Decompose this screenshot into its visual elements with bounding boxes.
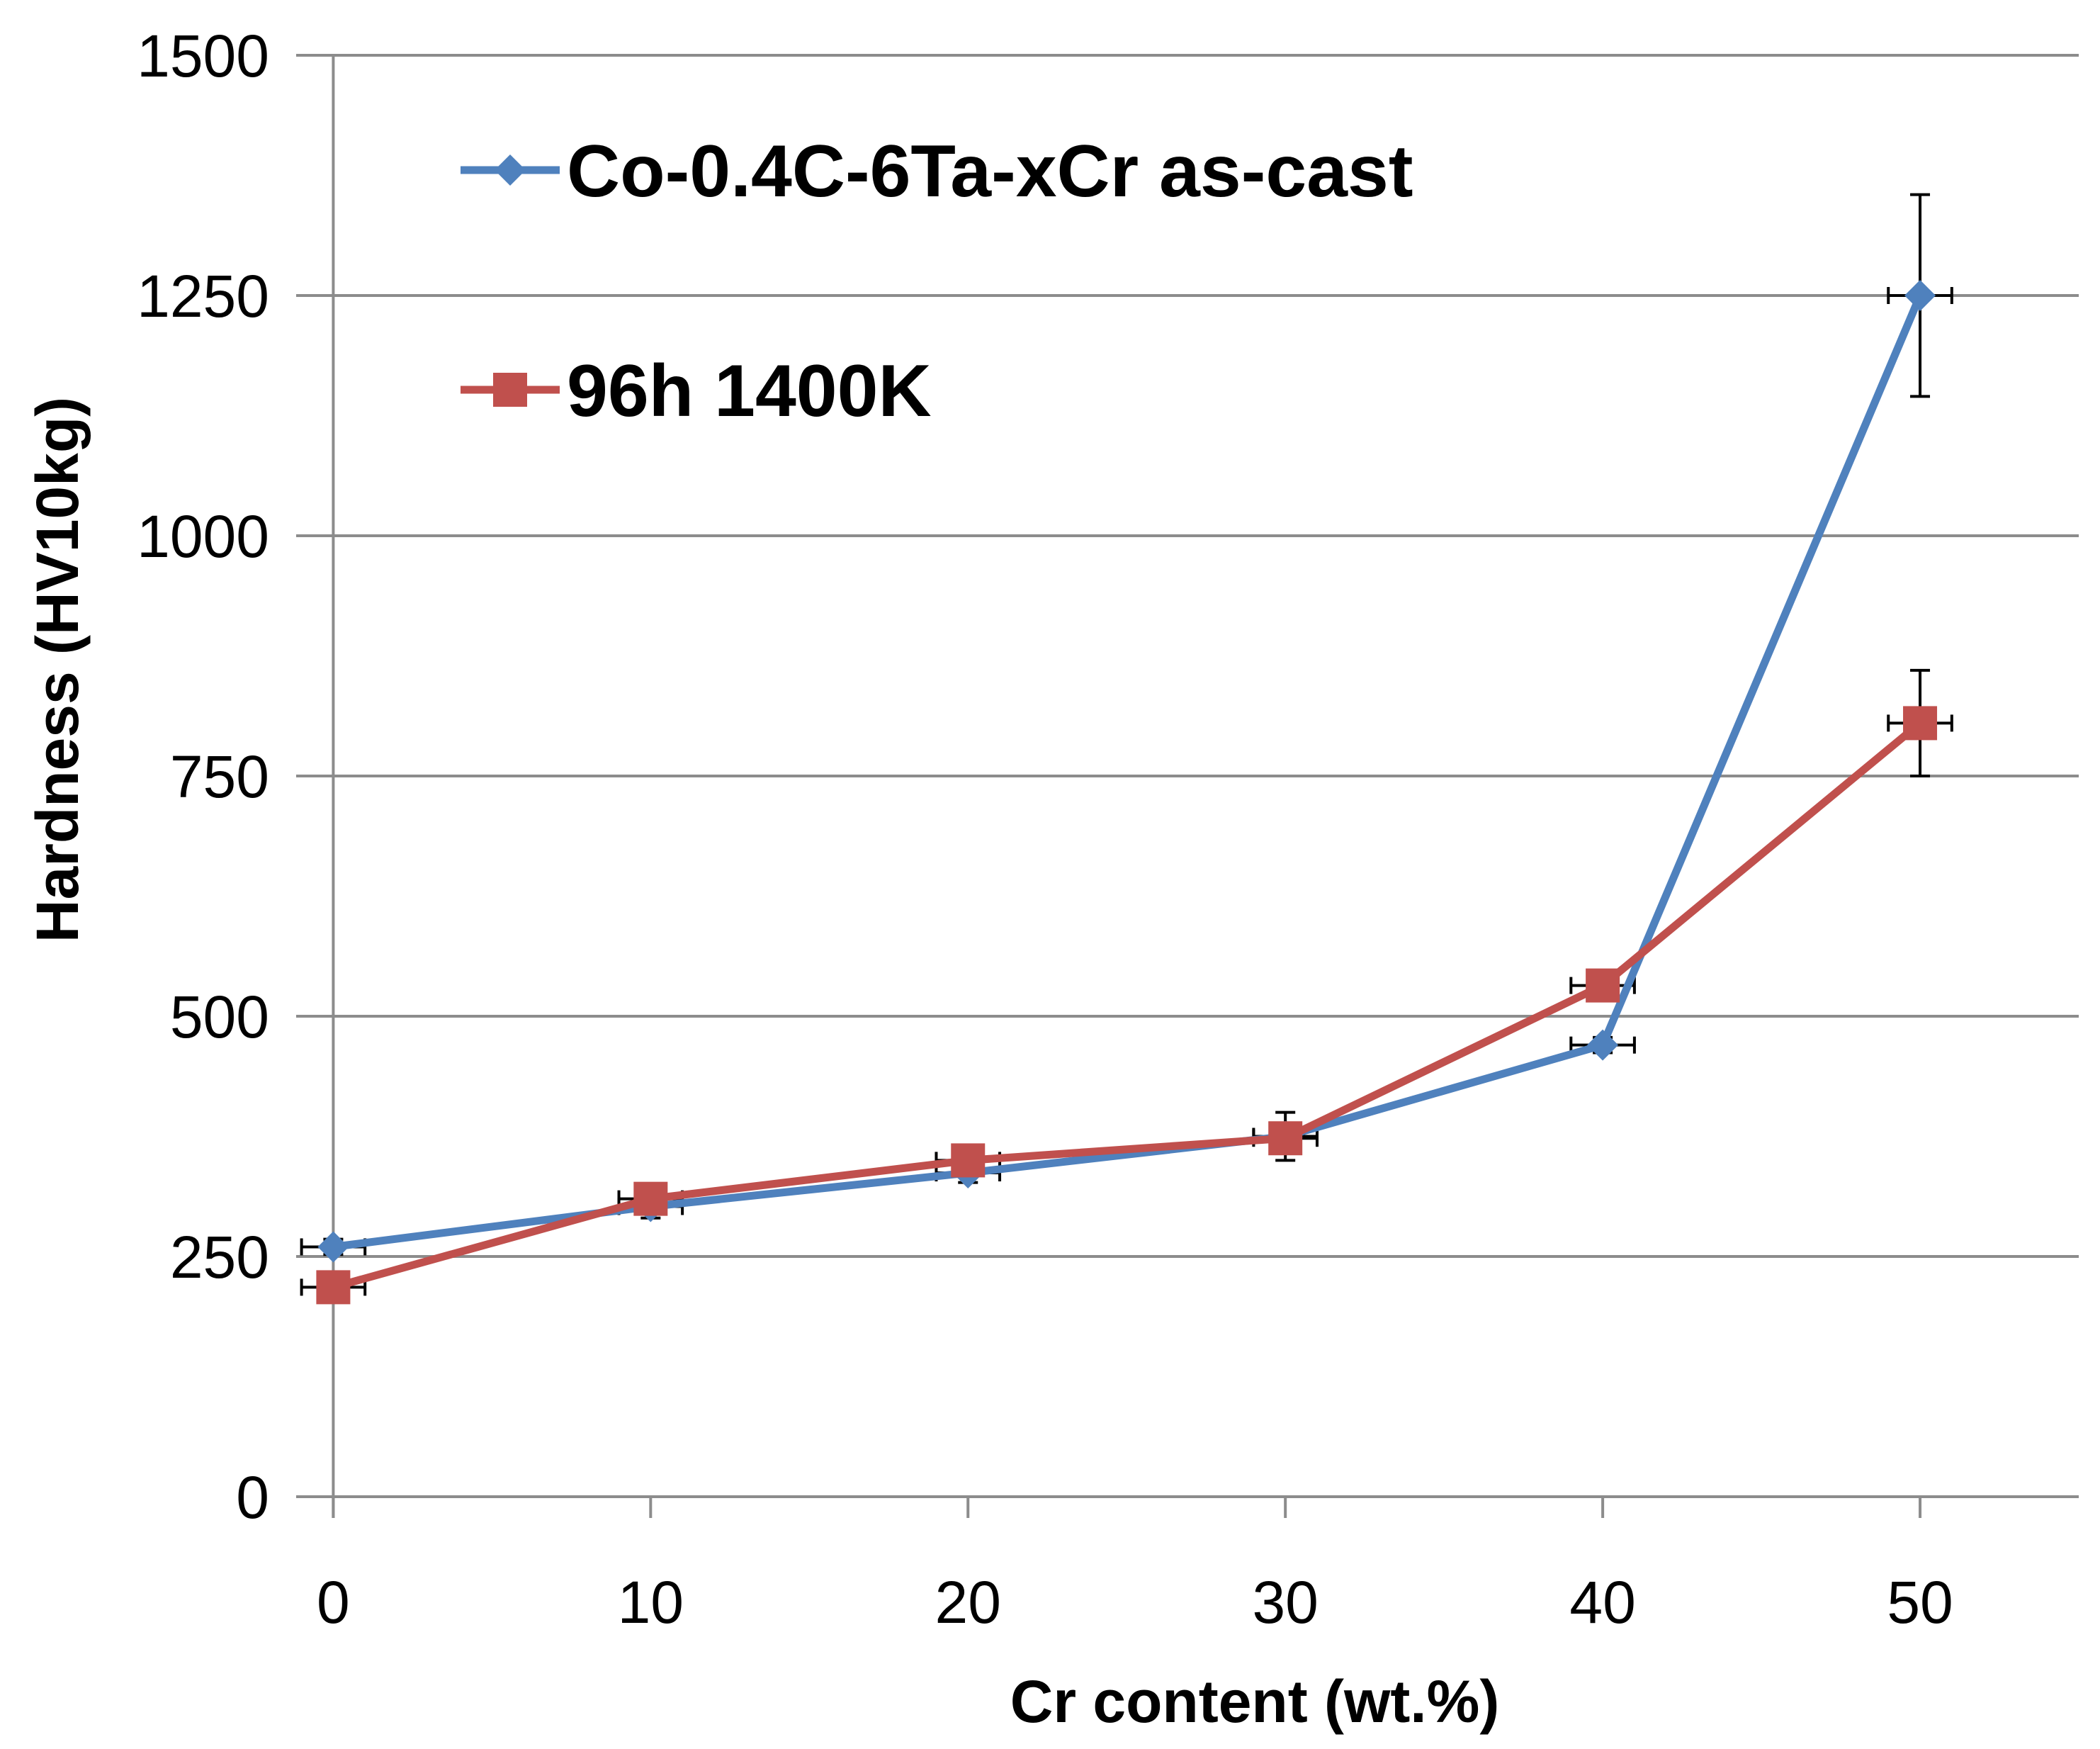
x-tick-label: 0 xyxy=(317,1569,350,1636)
tick-labels: 0 250 500 750 1000 1250 1500 0 10 20 30 40 50 xyxy=(137,23,1953,1636)
series-line-as-cast xyxy=(332,293,1924,1251)
data-point-heat-treated xyxy=(951,1143,986,1178)
data-point-heat-treated xyxy=(1903,706,1938,741)
legend: Co-0.4C-6Ta-xCr as-cast 96h 1400K xyxy=(461,130,1413,432)
error-bars xyxy=(300,193,1953,1298)
y-axis-title: Hardness (HV10kg) xyxy=(24,397,91,943)
y-tick-label: 750 xyxy=(170,743,269,810)
data-point-as-cast xyxy=(1904,280,1936,311)
x-tick-label: 20 xyxy=(935,1569,1001,1636)
y-tick-label: 1250 xyxy=(137,263,269,330)
axes xyxy=(332,55,1922,1518)
legend-marker-heat-treated xyxy=(493,373,527,407)
x-tick-label: 10 xyxy=(618,1569,684,1636)
data-point-heat-treated xyxy=(633,1181,668,1216)
x-tick-label: 50 xyxy=(1887,1569,1953,1636)
gridlines xyxy=(296,54,2079,1498)
x-tick-label: 30 xyxy=(1252,1569,1318,1636)
y-tick-label: 1500 xyxy=(137,23,269,89)
data-point-as-cast xyxy=(317,1231,349,1263)
data-point-heat-treated xyxy=(1268,1121,1303,1156)
y-tick-label: 500 xyxy=(170,984,269,1050)
legend-marker-as-cast xyxy=(495,154,526,186)
data-point-as-cast xyxy=(1587,1029,1619,1061)
series-line-heat-treated xyxy=(332,720,1923,1291)
data-point-heat-treated xyxy=(316,1270,351,1305)
y-tick-label: 0 xyxy=(236,1464,269,1531)
data-point-heat-treated xyxy=(1586,968,1620,1003)
x-axis-title: Cr content (wt.%) xyxy=(1010,1668,1500,1735)
data-series xyxy=(316,280,1938,1305)
legend-label-heat-treated: 96h 1400K xyxy=(567,350,932,432)
y-tick-label: 1000 xyxy=(137,503,269,570)
legend-label-as-cast: Co-0.4C-6Ta-xCr as-cast xyxy=(567,130,1413,213)
y-tick-label: 250 xyxy=(170,1224,269,1290)
x-tick-label: 40 xyxy=(1569,1569,1635,1636)
